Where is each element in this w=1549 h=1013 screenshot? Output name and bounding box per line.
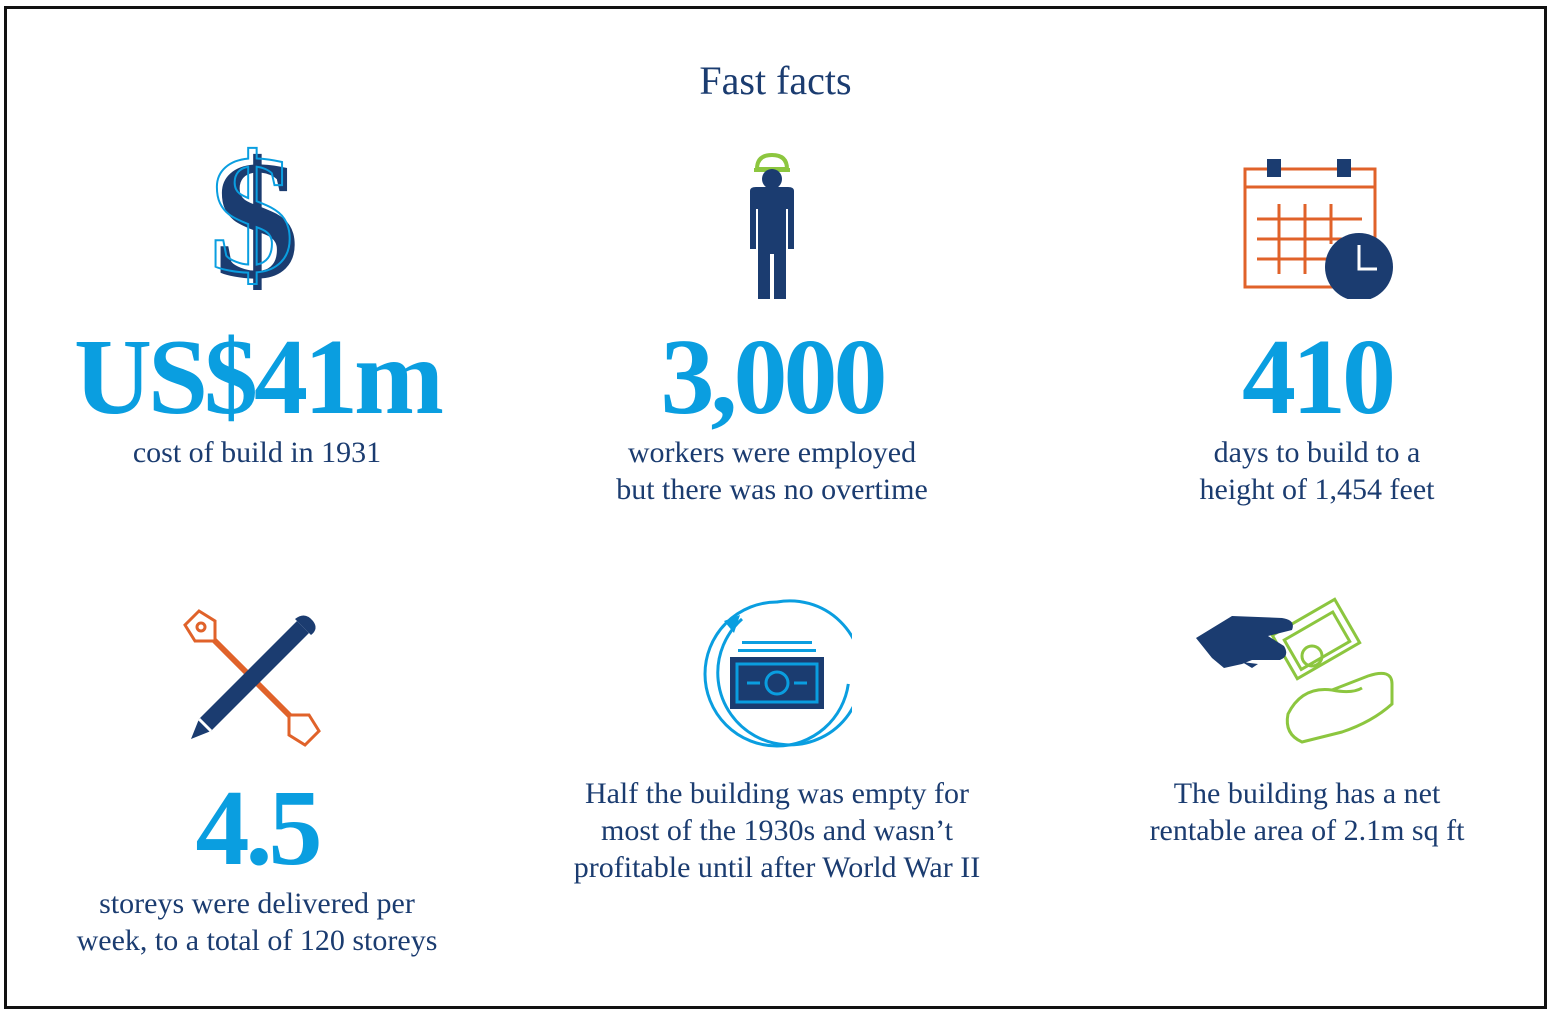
infographic-frame: Fast facts $ $ US$41m cost of build in 1…: [4, 6, 1547, 1009]
fact-line: height of 1,454 feet: [1199, 473, 1435, 506]
fact-line: cost of build in 1931: [132, 436, 382, 469]
fact-line: rentable area of 2.1m sq ft: [1149, 814, 1465, 847]
fact-workers: 3,000 workers were employed but there wa…: [582, 129, 962, 509]
fact-description: days to build to a height of 1,454 feet: [1127, 434, 1507, 508]
fact-value: 410: [1242, 318, 1396, 437]
fact-days: 410 days to build to a height of 1,454 f…: [1127, 129, 1507, 509]
banknote-cycle-icon: [703, 599, 852, 748]
fact-empty-building: Half the building was empty for most of …: [552, 589, 1002, 909]
fact-line: most of the 1930s and wasn’t: [601, 814, 953, 847]
svg-text:$: $: [210, 139, 295, 299]
fact-line: workers were employed: [627, 436, 917, 469]
fact-line: storeys were delivered per: [99, 887, 415, 920]
fact-line: days to build to a: [1213, 436, 1421, 469]
fact-storeys: 4.5 storeys were delivered per week, to …: [52, 589, 462, 989]
fact-description: The building has a net rentable area of …: [1097, 775, 1517, 849]
fact-description: storeys were delivered per week, to a to…: [52, 885, 462, 959]
fact-value: US$41m: [73, 318, 444, 437]
fact-build-cost: $ $ US$41m cost of build in 1931: [67, 129, 447, 489]
worker-icon: [750, 152, 794, 299]
fact-description: workers were employed but there was no o…: [582, 434, 962, 508]
hand-cash-icon: [1196, 597, 1394, 744]
fact-description: cost of build in 1931: [67, 434, 447, 471]
fact-line: Half the building was empty for: [584, 777, 970, 810]
fact-value: 3,000: [660, 318, 888, 437]
fact-rentable-area: The building has a net rentable area of …: [1097, 589, 1517, 889]
fact-line: The building has a net: [1173, 777, 1441, 810]
fact-description: Half the building was empty for most of …: [552, 775, 1002, 886]
dollar-icon: $ $: [209, 139, 300, 299]
fact-value: 4.5: [195, 769, 323, 888]
wrench-pencil-icon: [183, 609, 321, 747]
fact-line: week, to a total of 120 storeys: [76, 924, 438, 957]
fact-line: but there was no overtime: [616, 473, 928, 506]
fact-line: profitable until after World War II: [573, 851, 981, 884]
page-title: Fast facts: [699, 58, 852, 103]
svg-text:$: $: [215, 139, 300, 299]
calendar-clock-icon: [1243, 159, 1393, 299]
